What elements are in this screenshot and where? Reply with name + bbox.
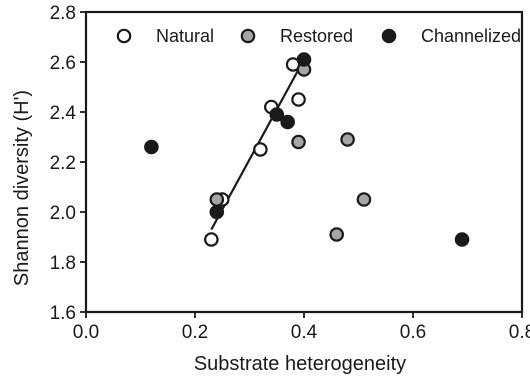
x-tick-label: 0.8 [509, 322, 530, 343]
restored-point [340, 132, 355, 147]
legend-label-channelized: Channelized [421, 26, 521, 46]
natural-point [291, 92, 306, 107]
channelized-point [269, 107, 285, 122]
channelized-point [280, 114, 295, 130]
x-tick-label: 0.2 [182, 322, 208, 343]
x-axis-title: Substrate heterogeneity [194, 353, 406, 375]
y-tick-label: 2.2 [50, 153, 76, 174]
restored-point [209, 192, 225, 207]
y-tick-label: 1.6 [50, 303, 76, 324]
channelized-point [144, 139, 159, 155]
natural-point [204, 232, 219, 247]
y-tick-label: 2.8 [50, 3, 76, 24]
legend-marker-natural [116, 28, 132, 44]
restored-point [356, 192, 372, 207]
y-tick-label: 2.0 [50, 203, 76, 224]
y-tick-label: 1.8 [50, 253, 76, 274]
y-tick-label: 2.4 [50, 103, 77, 124]
channelized-point [209, 204, 225, 220]
x-tick-label: 0.4 [291, 322, 318, 343]
channelized-point [296, 52, 312, 67]
data-points [144, 52, 470, 247]
x-tick-label: 0.6 [400, 322, 426, 343]
restored-point [291, 134, 306, 150]
legend: Natural Restored Channelized [116, 26, 521, 46]
restored-point [329, 227, 344, 242]
x-tick-label: 0.0 [73, 322, 99, 343]
y-axis-ticks: 1.6 1.8 2.0 2.2 2.4 2.6 2.8 [50, 3, 86, 324]
x-axis-ticks: 0.0 0.2 0.4 0.6 0.8 [73, 312, 530, 343]
natural-point [253, 142, 268, 157]
channelized-point [454, 232, 470, 247]
y-axis-title: Shannon diversity (H') [11, 90, 33, 286]
legend-marker-restored [240, 28, 256, 44]
legend-marker-channelized [381, 28, 397, 44]
y-tick-label: 2.6 [50, 53, 76, 74]
legend-label-restored: Restored [280, 26, 353, 46]
legend-label-natural: Natural [156, 26, 214, 46]
